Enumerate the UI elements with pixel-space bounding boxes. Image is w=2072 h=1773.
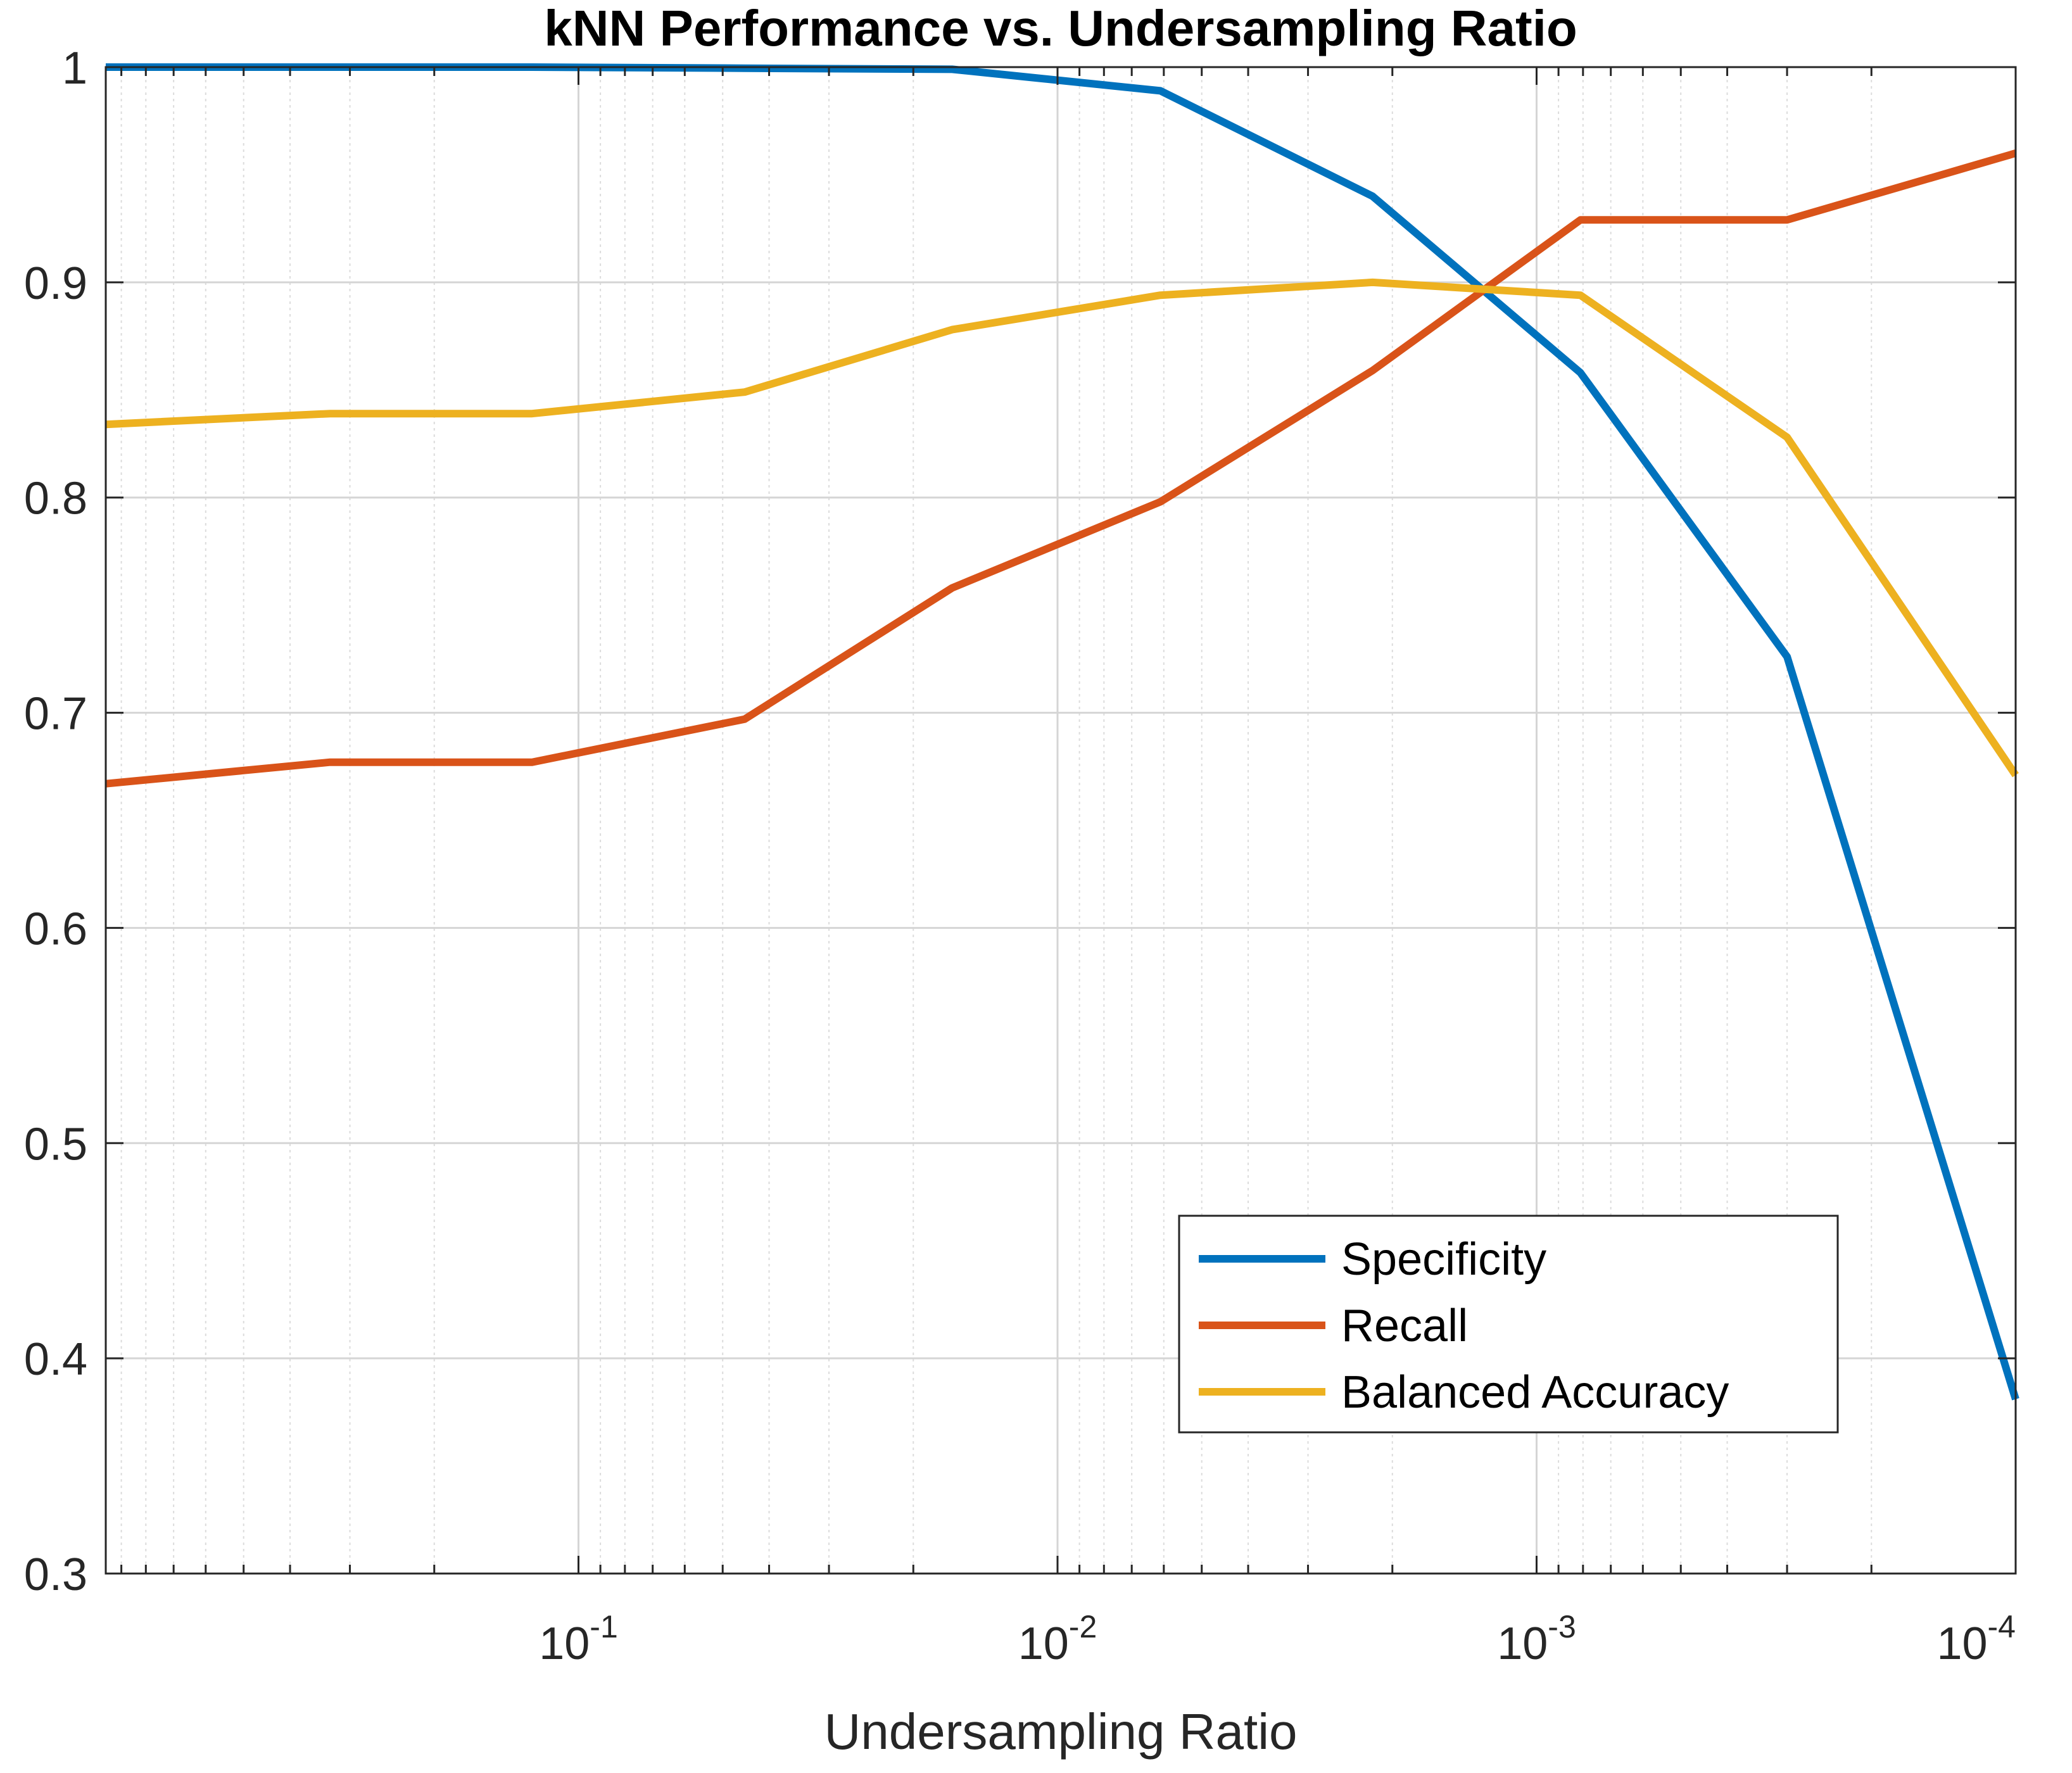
y-tick-labels: 0.3 0.4 0.5 0.6 0.7 0.8 0.9 1 (24, 43, 87, 1600)
x-tick-label: 10-3 (1497, 1609, 1576, 1669)
y-tick-label: 0.7 (24, 689, 87, 740)
legend-box (1178, 1215, 1839, 1434)
y-tick-label: 0.5 (24, 1119, 87, 1170)
legend-label-specificity: Specificity (1341, 1234, 1546, 1285)
series-line-balanced-accuracy (105, 278, 2019, 778)
y-tick-label: 0.4 (24, 1334, 87, 1385)
y-tick-label: 1 (62, 43, 87, 94)
axis-ticks (106, 66, 2017, 1575)
y-tick-label: 0.3 (24, 1549, 87, 1600)
x-tick-label: 10-2 (1018, 1609, 1097, 1669)
x-tick-base: 10 (1018, 1618, 1069, 1669)
y-tick-label: 0.6 (24, 904, 87, 954)
x-tick-exponent: -3 (1548, 1609, 1576, 1644)
x-tick-exponent: -4 (1988, 1609, 2016, 1644)
grid-lines (106, 67, 2017, 1574)
chart-title: kNN Performance vs. Undersampling Ratio (544, 0, 1577, 56)
legend: Specificity Recall Balanced Accuracy (1178, 1215, 1839, 1434)
x-tick-base: 10 (1936, 1618, 1987, 1669)
x-axis-label: Undersampling Ratio (824, 1703, 1297, 1760)
x-tick-base: 10 (1497, 1618, 1548, 1669)
x-tick-base: 10 (539, 1618, 590, 1669)
plot-frame (104, 66, 2017, 1575)
legend-label-recall: Recall (1341, 1301, 1468, 1351)
y-tick-label: 0.8 (24, 474, 87, 524)
x-tick-labels: 10-1 10-2 10-3 10-4 (539, 1609, 2016, 1669)
series-line-recall (105, 149, 2017, 788)
x-tick-exponent: -1 (590, 1609, 617, 1644)
x-tick-exponent: -2 (1069, 1609, 1097, 1644)
x-tick-label: 10-1 (539, 1609, 618, 1669)
legend-label-balanced-accuracy: Balanced Accuracy (1341, 1367, 1729, 1418)
y-tick-label: 0.9 (24, 258, 87, 309)
x-tick-label: 10-4 (1936, 1609, 2016, 1669)
